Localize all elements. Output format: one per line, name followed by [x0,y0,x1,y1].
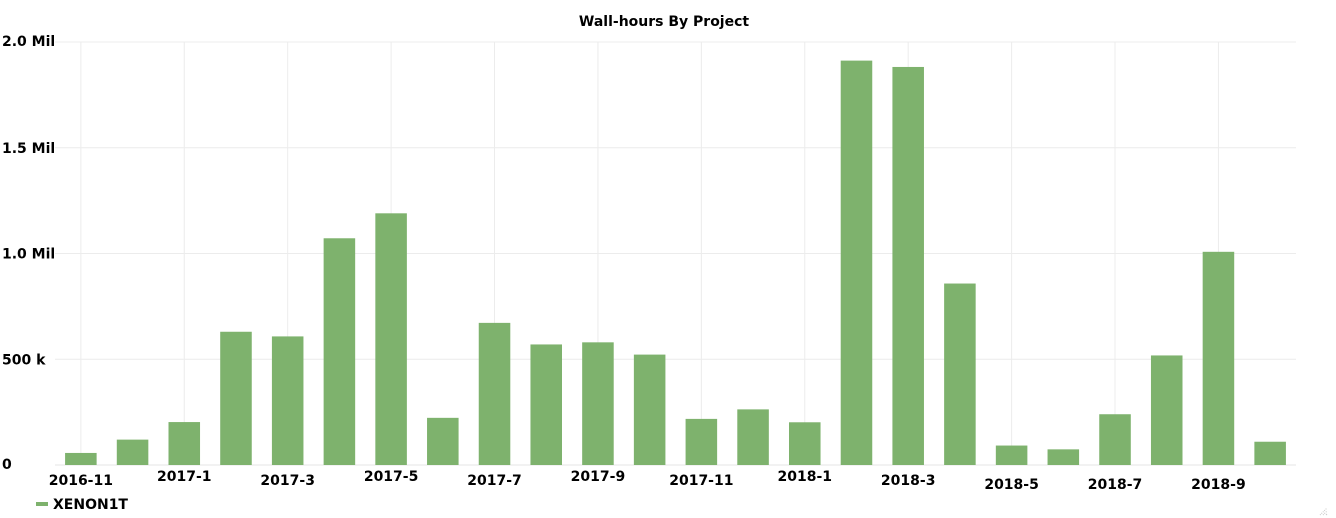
x-tick-label-2017-3: 2017-3 [260,473,315,489]
bar-2017-4[interactable] [323,238,356,465]
x-tick-label-2017-5: 2017-5 [364,469,419,485]
bar-2017-5[interactable] [375,213,407,465]
bar-2016-12[interactable] [116,439,149,465]
bar-2017-7[interactable] [478,322,511,465]
chart-title: Wall-hours By Project [579,14,750,30]
x-tick-label-2018-3: 2018-3 [881,473,936,489]
bar-2018-2[interactable] [840,60,873,465]
x-tick-label-2017-11: 2017-11 [669,473,733,489]
y-axis-ticks: 0 500 k 1.0 Mil 1.5 Mil 2.0 Mil [2,34,55,473]
y-tick-label: 2.0 Mil [2,34,55,50]
bar-2018-4[interactable] [944,283,976,465]
bar-2017-11[interactable] [685,418,718,465]
bar-2018-6[interactable] [1047,449,1080,465]
bar-2017-12[interactable] [737,409,769,465]
bar-2018-7[interactable] [1099,414,1131,465]
bar-2018-3[interactable] [892,66,924,465]
x-tick-label-2017-7: 2017-7 [467,473,522,489]
legend[interactable]: XENON1T [36,497,128,513]
resize-handle-icon[interactable] [1318,506,1328,516]
bar-2018-5[interactable] [995,445,1028,465]
x-tick-label-2017-9: 2017-9 [571,469,626,485]
bar-2016-11[interactable] [65,452,97,465]
bar-2017-9[interactable] [582,342,614,465]
bar-2018-1[interactable] [788,422,821,465]
bar-2018-9[interactable] [1202,251,1235,465]
legend-label-xenon1t[interactable]: XENON1T [53,497,128,513]
bar-2018-10[interactable] [1254,441,1286,465]
x-tick-label-2018-9: 2018-9 [1191,477,1246,493]
x-tick-label-2018-1: 2018-1 [778,469,833,485]
bar-2018-8[interactable] [1150,355,1183,465]
bar-2017-1[interactable] [168,422,201,465]
x-tick-label-2016-11: 2016-11 [49,473,113,489]
bar-2017-10[interactable] [633,354,666,465]
bar-2017-3[interactable] [271,336,304,465]
legend-swatch-xenon1t [36,502,48,506]
y-tick-label: 500 k [2,352,46,368]
y-tick-label: 1.0 Mil [2,247,55,263]
y-tick-label: 1.5 Mil [2,141,55,157]
x-tick-label-2018-5: 2018-5 [984,477,1039,493]
bar-2017-2[interactable] [220,331,252,465]
y-tick-label: 0 [2,457,12,473]
x-tick-label-2017-1: 2017-1 [157,469,212,485]
x-tick-label-2018-7: 2018-7 [1088,477,1143,493]
bar-2017-6[interactable] [427,417,459,465]
bar-2017-8[interactable] [530,344,563,465]
bars [65,60,1286,465]
x-axis-ticks: 2016-11 2017-1 2017-3 2017-5 2017-7 2017-9 201… [49,469,1246,493]
